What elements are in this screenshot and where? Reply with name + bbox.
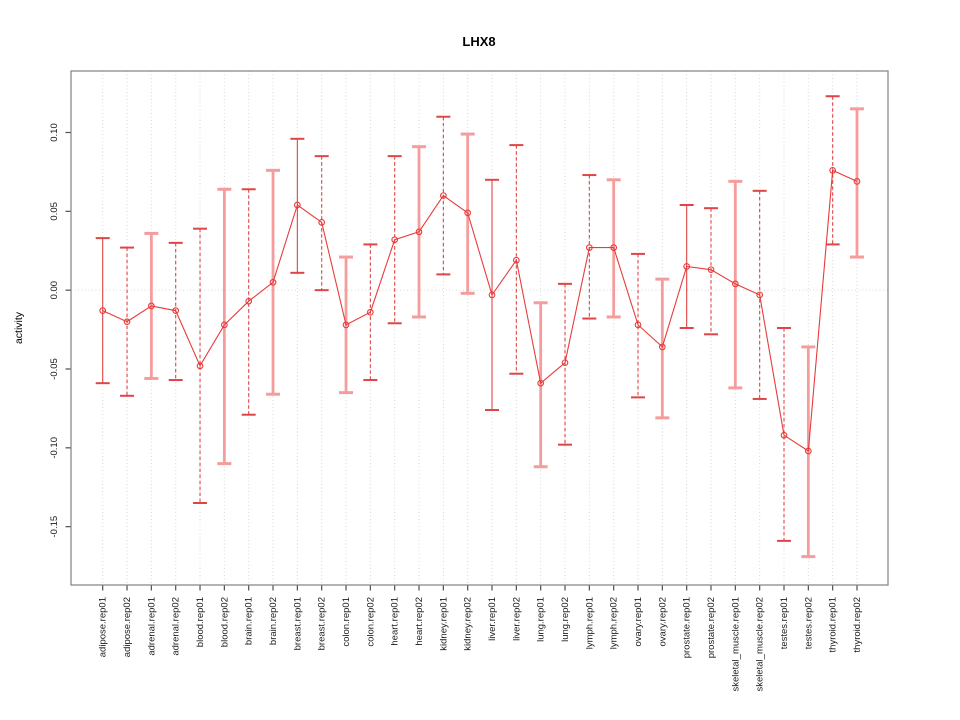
data-point-marker [853,178,861,185]
chart-title: LHX8 [462,34,495,49]
data-point-marker [245,297,253,305]
axis-ticks-layer [65,131,858,591]
y-tick-label: 0.10 [49,123,60,142]
x-tick-label: heart.rep01 [390,597,401,646]
x-tick-label: brain.rep01 [244,597,255,645]
x-tick-label: lung.rep01 [536,597,547,642]
x-tick-label: prostate.rep02 [706,597,717,658]
series-line-layer [102,169,858,452]
data-point-marker [561,359,569,367]
x-tick-label: kidney.rep02 [463,597,474,651]
x-tick-label: colon.rep02 [365,597,376,647]
data-point-marker [464,209,472,217]
x-tick-label: prostate.rep01 [682,597,693,658]
error-bar [193,227,208,505]
y-tick-label: -0.15 [49,516,60,538]
data-point-marker [148,302,155,310]
data-point-marker [610,244,618,251]
data-point-marker [585,244,593,251]
x-tick-label: thyroid.rep02 [852,597,863,652]
error-bar [777,327,792,542]
x-tick-label: heart.rep02 [414,597,425,646]
error-bar [704,207,719,336]
x-tick-label: adrenal.rep01 [146,597,157,656]
series-line [102,169,858,452]
data-point-marker [415,228,423,236]
x-tick-label: adipose.rep02 [122,597,133,657]
data-point-marker [804,447,812,455]
error-bar [631,252,646,399]
data-point-marker [780,431,788,439]
error-bar [217,187,232,466]
y-tick-label: -0.10 [49,437,60,459]
data-point-marker [99,307,107,315]
error-bar [728,179,743,390]
error-bar [241,188,256,416]
data-point-marker [829,166,837,174]
x-tick-label: lung.rep02 [560,597,571,642]
x-tick-label: skeletal_muscle.rep02 [755,597,766,692]
error-bar [387,155,402,325]
data-point-marker [172,307,180,315]
y-axis-label: activity [13,311,25,344]
x-tick-label: breast.rep02 [317,597,328,650]
y-tick-label: 0.00 [49,281,60,300]
x-tick-label: kidney.rep01 [438,597,449,651]
data-point-marker [707,266,715,274]
x-tick-label: liver.rep01 [487,597,498,641]
x-tick-label: testes.rep01 [779,597,790,649]
x-tick-label: liver.rep02 [511,597,522,641]
y-tick-label: -0.05 [49,358,60,380]
data-point-marker [658,343,666,351]
x-tick-label: breast.rep01 [292,597,303,650]
x-tick-label: lymph.rep01 [584,597,595,649]
data-point-marker [318,219,326,226]
tick-labels-layer: 0.10 0.05 0.00 -0.05 -0.10 -0.15 adipose.rep01… [49,123,863,691]
data-point-marker [683,263,691,270]
error-bar [850,107,864,259]
x-tick-label: adipose.rep01 [98,597,109,657]
data-point-marker [731,280,739,288]
data-point-marker [512,256,520,264]
x-tick-label: thyroid.rep01 [828,597,839,652]
y-tick-label: 0.05 [49,202,60,221]
data-point-marker [123,318,131,326]
x-tick-label: blood.rep02 [219,597,230,647]
x-tick-label: ovary.rep02 [657,597,668,646]
error-bar [533,301,548,469]
data-point-marker [634,321,642,329]
error-bar [558,282,573,446]
data-point-marker [196,362,204,370]
plot-border [70,70,889,586]
x-tick-label: ovary.rep01 [633,597,644,646]
data-point-marker [269,278,277,286]
x-tick-label: skeletal_muscle.rep01 [730,597,741,692]
x-tick-label: adrenal.rep02 [171,597,182,656]
data-points-layer [99,166,861,455]
error-bar [582,174,597,320]
data-point-marker [367,308,374,316]
data-point-marker [342,321,350,329]
data-point-marker [391,236,399,244]
x-tick-label: lymph.rep02 [609,597,620,649]
x-tick-label: colon.rep01 [341,597,352,647]
data-point-marker [294,201,301,209]
data-point-marker [756,291,764,299]
x-tick-label: testes.rep02 [803,597,814,649]
data-point-marker [537,379,545,387]
x-tick-label: brain.rep02 [268,597,279,645]
error-bar [801,345,816,559]
error-bar [655,277,670,420]
data-point-marker [221,321,228,329]
data-point-marker [440,192,447,199]
x-tick-label: blood.rep01 [195,597,206,647]
data-point-marker [488,291,496,299]
